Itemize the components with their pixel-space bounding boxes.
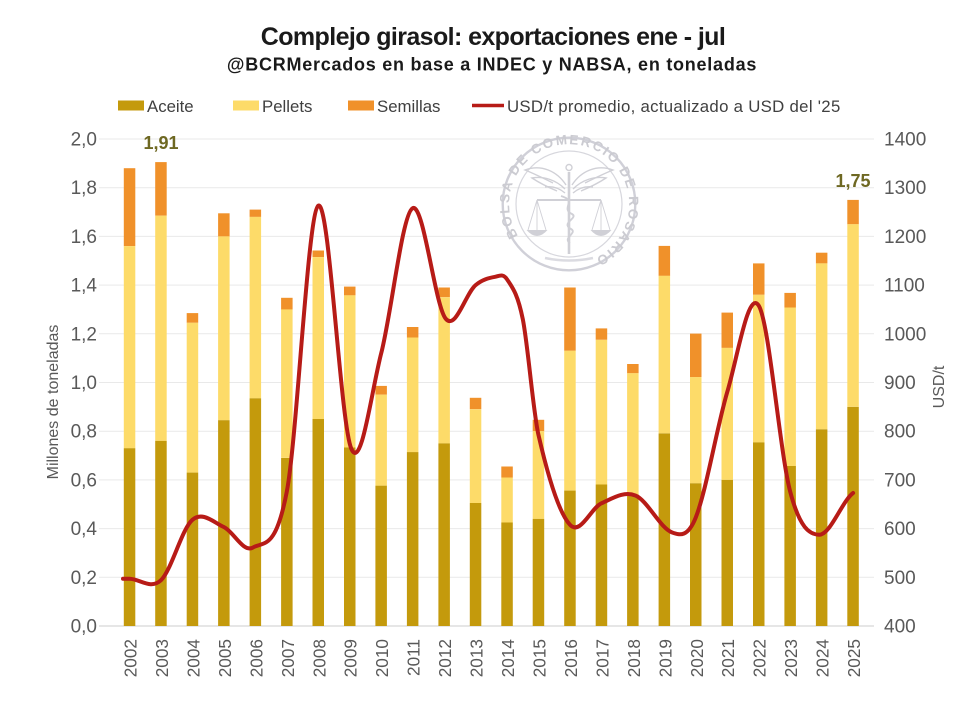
svg-text:1100: 1100 bbox=[884, 276, 925, 297]
svg-text:1,91: 1,91 bbox=[143, 133, 178, 153]
svg-text:2020: 2020 bbox=[687, 639, 707, 677]
svg-text:@BCRMercados en base a INDEC y: @BCRMercados en base a INDEC y NABSA, en… bbox=[227, 55, 757, 75]
svg-text:2007: 2007 bbox=[278, 639, 298, 677]
svg-text:2024: 2024 bbox=[813, 639, 833, 678]
svg-text:2017: 2017 bbox=[592, 639, 612, 677]
svg-text:2002: 2002 bbox=[121, 639, 141, 677]
svg-text:2006: 2006 bbox=[246, 639, 266, 677]
svg-text:2009: 2009 bbox=[341, 639, 361, 677]
svg-text:2022: 2022 bbox=[750, 639, 770, 677]
svg-text:900: 900 bbox=[884, 373, 916, 394]
svg-text:1,4: 1,4 bbox=[71, 276, 98, 297]
svg-text:Aceite: Aceite bbox=[147, 97, 194, 116]
svg-text:2010: 2010 bbox=[372, 639, 392, 677]
svg-text:2023: 2023 bbox=[781, 639, 801, 677]
svg-text:2013: 2013 bbox=[467, 639, 487, 677]
svg-text:2018: 2018 bbox=[624, 639, 644, 677]
svg-text:400: 400 bbox=[884, 617, 916, 638]
svg-text:0,2: 0,2 bbox=[71, 568, 97, 589]
svg-text:USD/t promedio, actualizado a: USD/t promedio, actualizado a USD del '2… bbox=[507, 97, 841, 116]
svg-text:2021: 2021 bbox=[718, 639, 738, 677]
svg-text:2005: 2005 bbox=[215, 639, 235, 677]
svg-text:2014: 2014 bbox=[498, 639, 518, 678]
svg-text:0,4: 0,4 bbox=[71, 519, 98, 540]
svg-text:600: 600 bbox=[884, 519, 916, 540]
svg-text:700: 700 bbox=[884, 470, 916, 491]
svg-text:2011: 2011 bbox=[404, 639, 424, 676]
svg-text:1,8: 1,8 bbox=[71, 178, 97, 199]
svg-text:800: 800 bbox=[884, 422, 916, 443]
svg-text:2,0: 2,0 bbox=[71, 130, 97, 151]
svg-text:2004: 2004 bbox=[183, 639, 203, 678]
svg-text:0,6: 0,6 bbox=[71, 470, 97, 491]
svg-text:1,75: 1,75 bbox=[835, 171, 870, 191]
svg-text:2008: 2008 bbox=[309, 639, 329, 677]
svg-text:1,0: 1,0 bbox=[71, 373, 97, 394]
svg-text:Millones de toneladas: Millones de toneladas bbox=[45, 325, 62, 480]
svg-text:USD/t: USD/t bbox=[931, 365, 948, 408]
svg-text:1400: 1400 bbox=[884, 130, 926, 151]
svg-text:0,8: 0,8 bbox=[71, 422, 97, 443]
svg-text:2016: 2016 bbox=[561, 639, 581, 677]
svg-text:0,0: 0,0 bbox=[71, 617, 97, 638]
svg-text:1,2: 1,2 bbox=[71, 324, 97, 345]
svg-text:500: 500 bbox=[884, 568, 916, 589]
svg-text:2019: 2019 bbox=[655, 639, 675, 677]
svg-text:Complejo girasol: exportacione: Complejo girasol: exportaciones ene - ju… bbox=[261, 23, 725, 51]
svg-text:Semillas: Semillas bbox=[377, 97, 440, 116]
svg-text:1300: 1300 bbox=[884, 178, 926, 199]
svg-text:Pellets: Pellets bbox=[262, 97, 312, 116]
svg-text:2015: 2015 bbox=[530, 639, 550, 677]
svg-text:1200: 1200 bbox=[884, 227, 926, 248]
svg-text:2012: 2012 bbox=[435, 639, 455, 677]
svg-text:2025: 2025 bbox=[844, 639, 864, 677]
svg-text:2003: 2003 bbox=[152, 639, 172, 677]
svg-text:1,6: 1,6 bbox=[71, 227, 97, 248]
svg-text:1000: 1000 bbox=[884, 324, 926, 345]
